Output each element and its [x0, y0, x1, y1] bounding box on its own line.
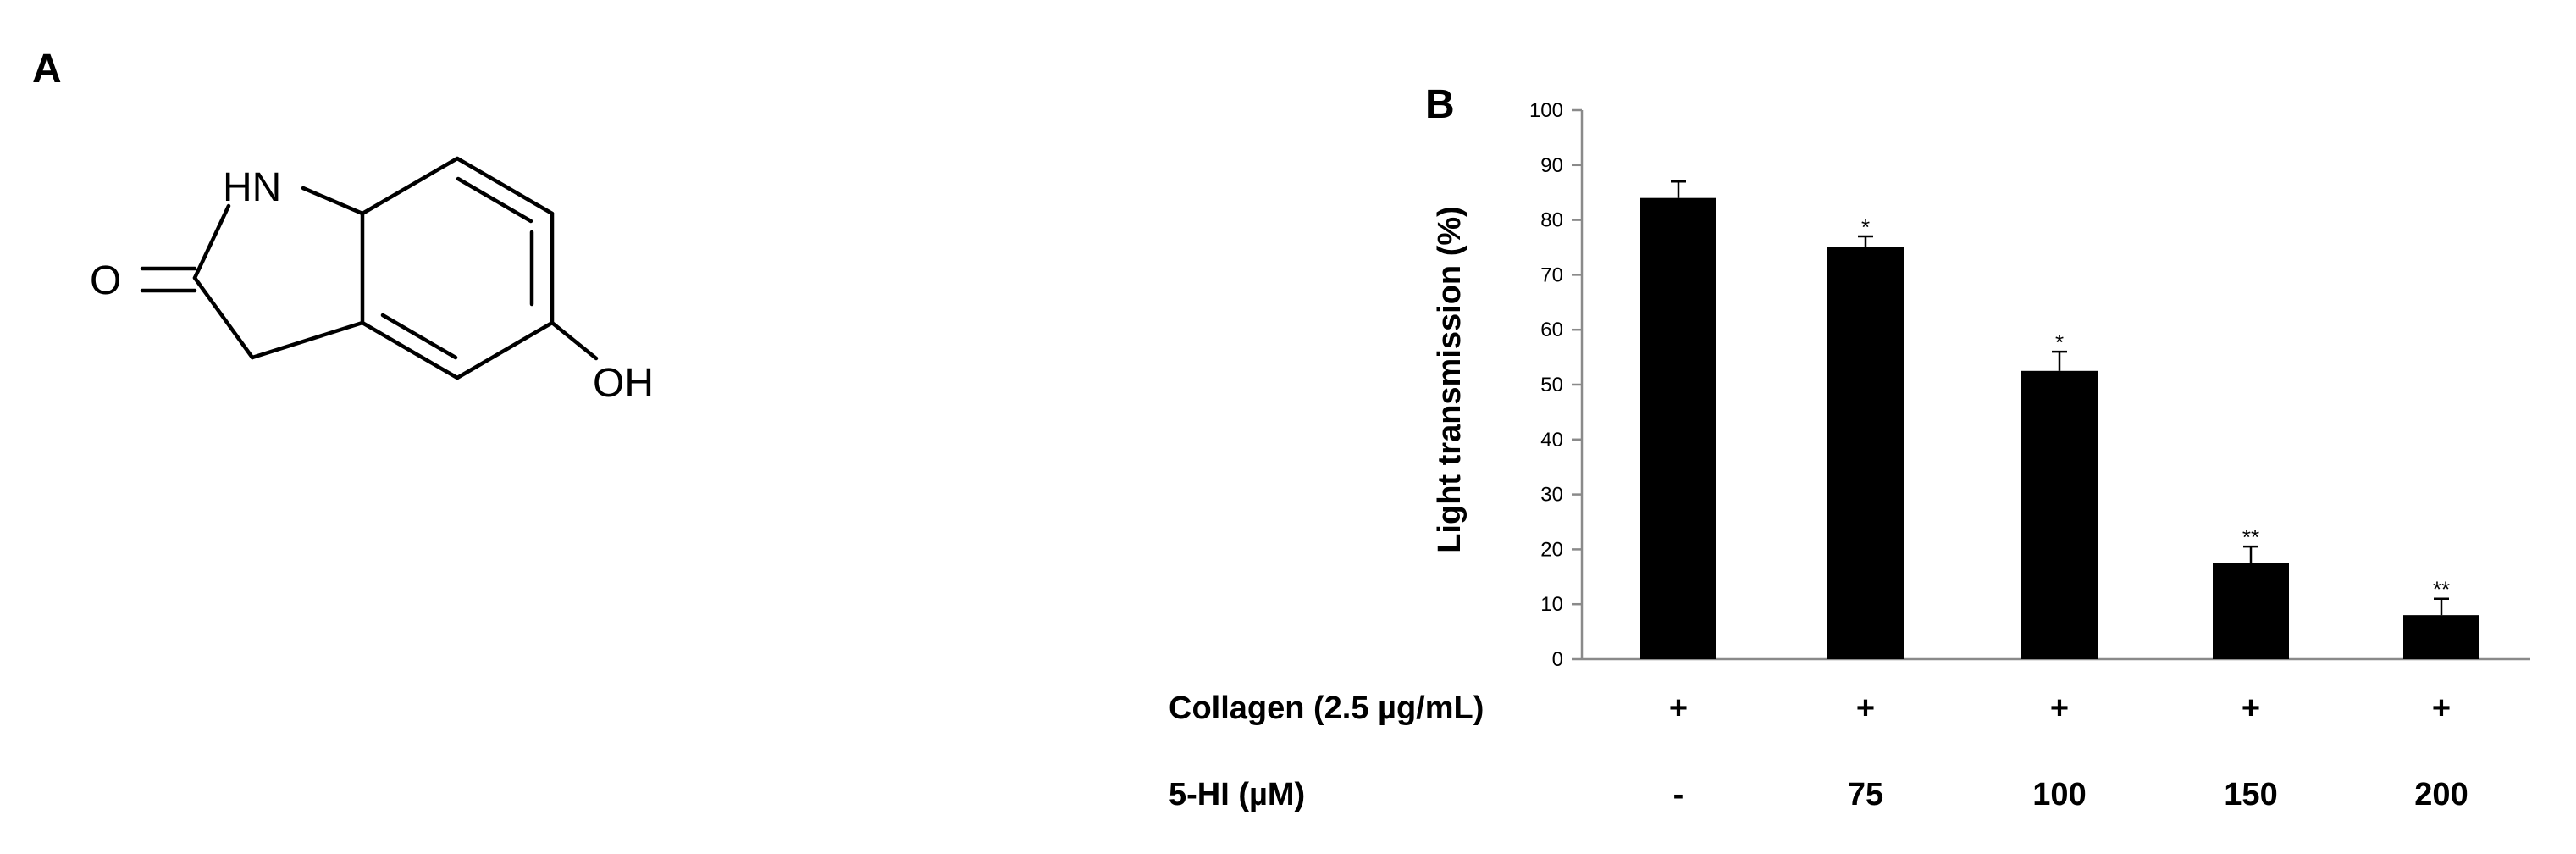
significance-mark: ** [2433, 577, 2450, 602]
panel-label-a: A [32, 47, 62, 92]
y-ticks: 0 10 20 30 40 50 60 70 80 90 100 [1529, 99, 1582, 671]
condition-value: - [1673, 777, 1684, 812]
condition-value: + [2242, 690, 2260, 726]
error-bars [1671, 180, 2449, 616]
y-tick-label: 40 [1540, 429, 1563, 452]
condition-value: + [2432, 690, 2451, 726]
y-tick-label: 0 [1552, 648, 1563, 671]
condition-value: 150 [2224, 777, 2277, 812]
y-tick-label: 70 [1540, 263, 1563, 286]
condition-value: + [1856, 690, 1875, 726]
y-axis-label: Light transmission (%) [1432, 206, 1468, 553]
bars [1640, 197, 2479, 659]
significance-mark: * [1861, 214, 1870, 240]
bar [1640, 197, 1716, 659]
y-tick-label: 60 [1540, 319, 1563, 341]
condition-value: + [1669, 690, 1688, 726]
y-tick-label: 20 [1540, 538, 1563, 561]
atom-o: O [90, 258, 121, 303]
bar [2213, 563, 2289, 659]
significance-mark: * [2055, 330, 2064, 355]
atom-oh: OH [593, 361, 654, 406]
y-tick-label: 50 [1540, 374, 1563, 396]
y-tick-label: 100 [1529, 99, 1563, 122]
bar [2403, 615, 2479, 659]
condition-value: + [2050, 690, 2069, 726]
y-tick-label: 30 [1540, 484, 1563, 507]
bar [2021, 370, 2098, 659]
bar [1827, 247, 1904, 659]
bond-lines [140, 156, 599, 380]
y-tick-label: 10 [1540, 593, 1563, 616]
y-tick-label: 80 [1540, 209, 1563, 232]
condition-value: 75 [1848, 777, 1883, 812]
condition-table: Collagen (2.5 µg/mL) + + + + +5-HI (µM) - 75 100… [1169, 690, 2468, 812]
condition-label: Collagen (2.5 µg/mL) [1169, 690, 1484, 726]
significance-marks: ****** [1861, 214, 2450, 602]
y-tick-label: 90 [1540, 154, 1563, 177]
chemical-structure: HN O OH [90, 156, 654, 406]
atom-nh: HN [223, 165, 281, 210]
condition-label: 5-HI (µM) [1169, 777, 1305, 812]
panel-label-b: B [1425, 82, 1455, 127]
condition-value: 200 [2414, 777, 2468, 812]
condition-value: 100 [2032, 777, 2086, 812]
significance-mark: ** [2242, 524, 2259, 550]
